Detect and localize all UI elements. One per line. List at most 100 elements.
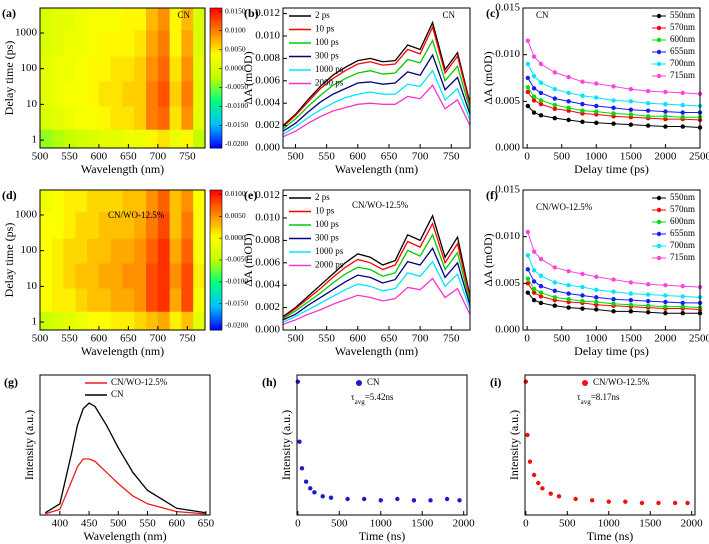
x-tick-label: 650 xyxy=(198,518,215,530)
annotation: CN/WO-12.5% xyxy=(352,200,409,210)
heatmap-cell xyxy=(157,56,171,82)
legend-label: 715nm xyxy=(670,70,695,80)
colorbar-segment xyxy=(210,190,222,193)
heatmap-cell xyxy=(63,81,76,107)
colorbar-segment xyxy=(210,250,222,254)
panel: 500 550 600 650 700 750 0.000 0.002 0.004 0.006 0.… xyxy=(241,6,471,176)
data-point xyxy=(580,293,585,298)
y-tick-label: 100 xyxy=(21,62,38,74)
legend-label: 2000 ps xyxy=(315,260,344,270)
data-point xyxy=(552,87,558,92)
x-tick-label: 550 xyxy=(139,518,156,530)
colorbar-segment xyxy=(210,206,222,210)
heatmap-cell xyxy=(122,29,135,57)
data-point xyxy=(538,283,544,289)
colorbar-segment xyxy=(210,306,222,310)
x-axis-label: Time (ns) xyxy=(359,529,406,543)
y-tick-label: 0.010 xyxy=(255,212,280,224)
data-point xyxy=(680,110,685,115)
heatmap-cell xyxy=(134,129,147,149)
x-tick-label: 2000 xyxy=(681,518,704,530)
colorbar-tick-label: -0.0200 xyxy=(225,139,248,148)
x-tick-label: 1500 xyxy=(620,333,643,345)
colorbar-segment xyxy=(210,325,222,329)
data-point xyxy=(680,283,685,289)
data-point xyxy=(594,307,599,312)
x-tick-label: 600 xyxy=(168,518,185,530)
panel-label: (e) xyxy=(244,188,257,202)
colorbar-tick-label: -0.0150 xyxy=(225,298,248,307)
heatmap-cell xyxy=(87,56,100,82)
heatmap-cell xyxy=(51,190,64,213)
y-tick-label: 0.006 xyxy=(255,256,280,268)
colorbar-segment xyxy=(210,96,222,100)
x-tick-label: 2500 xyxy=(689,333,709,345)
legend-marker xyxy=(356,380,362,386)
colorbar-segment xyxy=(210,215,222,219)
colorbar-segment xyxy=(210,253,222,256)
y-tick-label: 10 xyxy=(26,280,38,292)
data-point xyxy=(457,498,462,503)
series-line xyxy=(282,214,471,318)
colorbar-segment xyxy=(210,17,222,21)
plot-area xyxy=(40,8,206,149)
x-tick-label: 1000 xyxy=(585,151,608,163)
colorbar-segment xyxy=(210,101,222,105)
data-point xyxy=(663,311,668,316)
heatmap-cell xyxy=(87,263,100,289)
legend-label: 2 ps xyxy=(315,10,330,20)
y-tick-label: 100 xyxy=(21,244,38,256)
heatmap-cell xyxy=(51,311,64,331)
x-tick-label: 500 xyxy=(559,518,576,530)
heatmap-cell xyxy=(75,29,88,57)
legend-label: 550nm xyxy=(670,10,695,20)
data-point xyxy=(594,299,599,305)
colorbar-segment xyxy=(210,108,222,112)
y-tick-label: 0.000 xyxy=(495,142,520,154)
colorbar-tick-label: -0.0050 xyxy=(225,82,248,91)
heatmap-cell xyxy=(134,263,147,289)
x-tick-label: 750 xyxy=(179,333,196,345)
colorbar-segment xyxy=(210,309,222,312)
heatmap-cell xyxy=(51,288,64,312)
colorbar-segment xyxy=(210,199,222,203)
y-tick-label: 0.015 xyxy=(495,184,520,196)
data-point xyxy=(645,303,651,308)
legend-label: 655nm xyxy=(670,228,695,238)
panel: 0 500 1000 1500 2000 2500 0.000 0.005 0.010 0.015… xyxy=(481,2,709,176)
data-point xyxy=(623,499,628,504)
data-point xyxy=(663,101,668,107)
y-tick-label: 0.015 xyxy=(495,2,520,14)
heatmap-cell xyxy=(87,190,100,213)
x-tick-label: 500 xyxy=(287,333,304,345)
colorbar-segment xyxy=(210,248,222,252)
y-tick-label: 0.000 xyxy=(495,324,520,336)
legend-marker xyxy=(656,255,662,261)
annotation: CN xyxy=(442,10,455,20)
data-point xyxy=(531,249,537,254)
x-tick-label: 750 xyxy=(443,333,460,345)
heatmap-cell xyxy=(75,211,88,239)
data-point xyxy=(531,279,537,284)
x-tick-label: 650 xyxy=(120,151,137,163)
colorbar-segment xyxy=(210,311,222,315)
data-point xyxy=(540,486,545,491)
data-point xyxy=(645,101,651,106)
colorbar-segment xyxy=(210,201,222,205)
heatmap-cell xyxy=(110,129,123,149)
heatmap-cell xyxy=(40,263,53,289)
heatmap-cell xyxy=(40,8,53,31)
data-point xyxy=(556,494,562,499)
data-point xyxy=(538,290,544,295)
panel: 400 450 500 550 600 650 Wavelength (nm) Intensi… xyxy=(4,374,215,543)
colorbar-segment xyxy=(210,197,222,200)
colorbar-segment xyxy=(210,82,222,86)
panel-label: (h) xyxy=(262,375,277,389)
colorbar-segment xyxy=(210,78,222,81)
legend-marker xyxy=(656,243,662,249)
heatmap-cell xyxy=(75,56,88,82)
x-tick-label: 500 xyxy=(331,518,348,530)
colorbar-segment xyxy=(210,141,222,144)
y-axis-label: ΔA (mOD) xyxy=(241,51,255,104)
colorbar-segment xyxy=(210,276,222,280)
